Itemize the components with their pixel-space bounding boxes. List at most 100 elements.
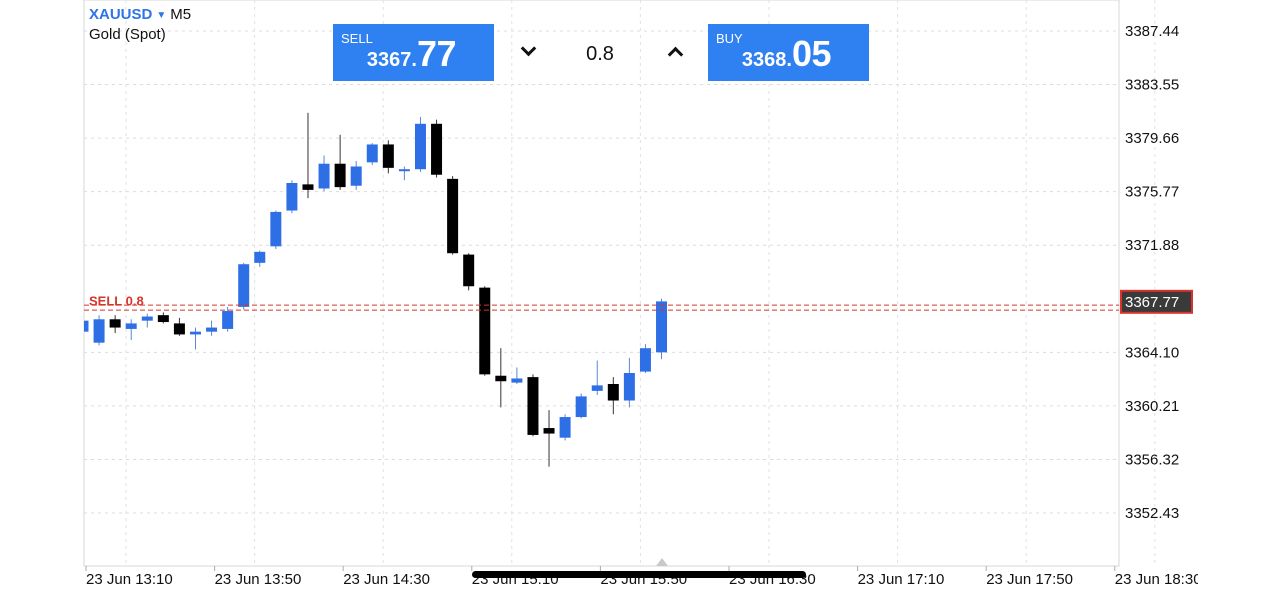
candle: [527, 374, 539, 437]
candle-body: [414, 123, 426, 170]
y-tick-label: 3364.10: [1125, 344, 1179, 361]
candle: [286, 180, 298, 214]
candle: [382, 140, 394, 174]
candle-body: [447, 178, 459, 254]
candle-body: [270, 211, 282, 247]
candle: [270, 210, 282, 250]
candle-body: [222, 311, 234, 329]
volume-increase-button[interactable]: [666, 40, 684, 63]
y-tick-label: 3375.77: [1125, 184, 1179, 201]
candle-body: [254, 251, 266, 263]
sell-label: SELL: [341, 31, 373, 46]
candle: [157, 312, 169, 324]
chart-shift-marker-icon[interactable]: [656, 558, 668, 566]
candle-body: [84, 320, 89, 332]
symbol-header[interactable]: XAUUSD ▼ M5: [89, 6, 191, 23]
candle-body: [479, 287, 491, 375]
candle: [141, 313, 153, 328]
candle: [591, 360, 603, 396]
symbol-dropdown-icon[interactable]: ▼: [156, 10, 167, 21]
candle-body: [286, 182, 298, 211]
candle: [656, 298, 668, 360]
candle-body: [559, 417, 571, 438]
buy-price-main: 3368.: [741, 49, 792, 71]
candle: [334, 134, 346, 190]
candle-body: [382, 144, 394, 168]
current-price-label: 3367.77: [1125, 294, 1179, 311]
y-tick-label: 3360.21: [1125, 398, 1179, 415]
volume-decrease-button[interactable]: [519, 40, 537, 62]
candle: [398, 166, 410, 181]
candle: [93, 315, 105, 346]
symbol-name[interactable]: XAUUSD: [89, 6, 153, 23]
candle: [575, 393, 587, 419]
x-tick-label: 23 Jun 14:30: [343, 571, 430, 588]
candle-body: [591, 385, 603, 391]
chart-axes: 3387.44 3383.55 3379.66 3375.77 3371.88 3364.…: [85, 23, 1202, 588]
x-tick-label: 23 Jun 13:50: [215, 571, 302, 588]
candle-body: [334, 163, 346, 188]
candle-body: [93, 319, 105, 343]
y-tick-label: 3352.43: [1125, 505, 1179, 522]
candle-body: [463, 254, 475, 287]
sell-position-line[interactable]: SELL 0.8: [84, 294, 1119, 311]
x-tick-label: 23 Jun 17:50: [986, 571, 1073, 588]
candle-body: [173, 323, 185, 335]
sell-price-main: 3367.: [366, 49, 417, 71]
candle: [366, 143, 378, 166]
buy-button[interactable]: BUY 3368.05: [708, 24, 869, 81]
candle: [189, 327, 201, 350]
candle: [302, 112, 314, 199]
candle-body: [398, 169, 410, 172]
candle-body: [238, 264, 250, 307]
candle: [559, 414, 571, 441]
candle: [623, 357, 635, 408]
candle-body: [141, 316, 153, 321]
candle: [109, 315, 121, 334]
candle-body: [543, 428, 555, 434]
candle-body: [350, 166, 362, 186]
candle-body: [109, 319, 121, 328]
chart-grid: [83, 0, 1156, 567]
candle: [463, 253, 475, 291]
buy-price-pips: 05: [791, 33, 832, 74]
y-tick-label: 3356.32: [1125, 451, 1179, 468]
candle: [238, 262, 250, 310]
candle-body: [366, 144, 378, 163]
candle-body: [157, 315, 169, 323]
candle: [125, 319, 137, 340]
candle-body: [495, 375, 507, 382]
candle-body: [527, 377, 539, 435]
position-label[interactable]: SELL 0.8: [89, 294, 144, 309]
candle: [495, 348, 507, 408]
candle: [639, 344, 651, 373]
candle: [447, 176, 459, 255]
candle: [206, 320, 218, 336]
symbol-description: Gold (Spot): [89, 26, 166, 43]
sell-price: 3367.77: [366, 33, 457, 75]
candle: [173, 317, 185, 336]
candle: [414, 116, 426, 172]
candle-body: [206, 327, 218, 332]
candle: [431, 119, 443, 178]
sell-price-pips: 77: [416, 33, 457, 74]
volume-value[interactable]: 0.8: [586, 43, 614, 65]
home-indicator-bar[interactable]: [472, 571, 806, 578]
plot-frame: [83, 0, 1120, 567]
chevron-up-icon: [667, 46, 683, 63]
candle-body: [302, 184, 314, 190]
x-tick-label: 23 Jun 17:10: [858, 571, 945, 588]
current-price-tag: [1120, 289, 1193, 314]
y-tick-label: 3387.44: [1125, 23, 1179, 40]
y-tick-label: 3383.55: [1125, 77, 1179, 94]
candle: [479, 286, 491, 376]
timeframe-label[interactable]: M5: [170, 6, 192, 23]
sell-button[interactable]: SELL 3367.77: [333, 24, 494, 81]
buy-price: 3368.05: [741, 33, 832, 75]
candle-body: [607, 383, 619, 401]
candle: [84, 320, 89, 332]
y-tick-label: 3379.66: [1125, 130, 1179, 147]
candle-body: [431, 123, 443, 175]
x-tick-label: 23 Jun 18:30: [1115, 571, 1202, 588]
